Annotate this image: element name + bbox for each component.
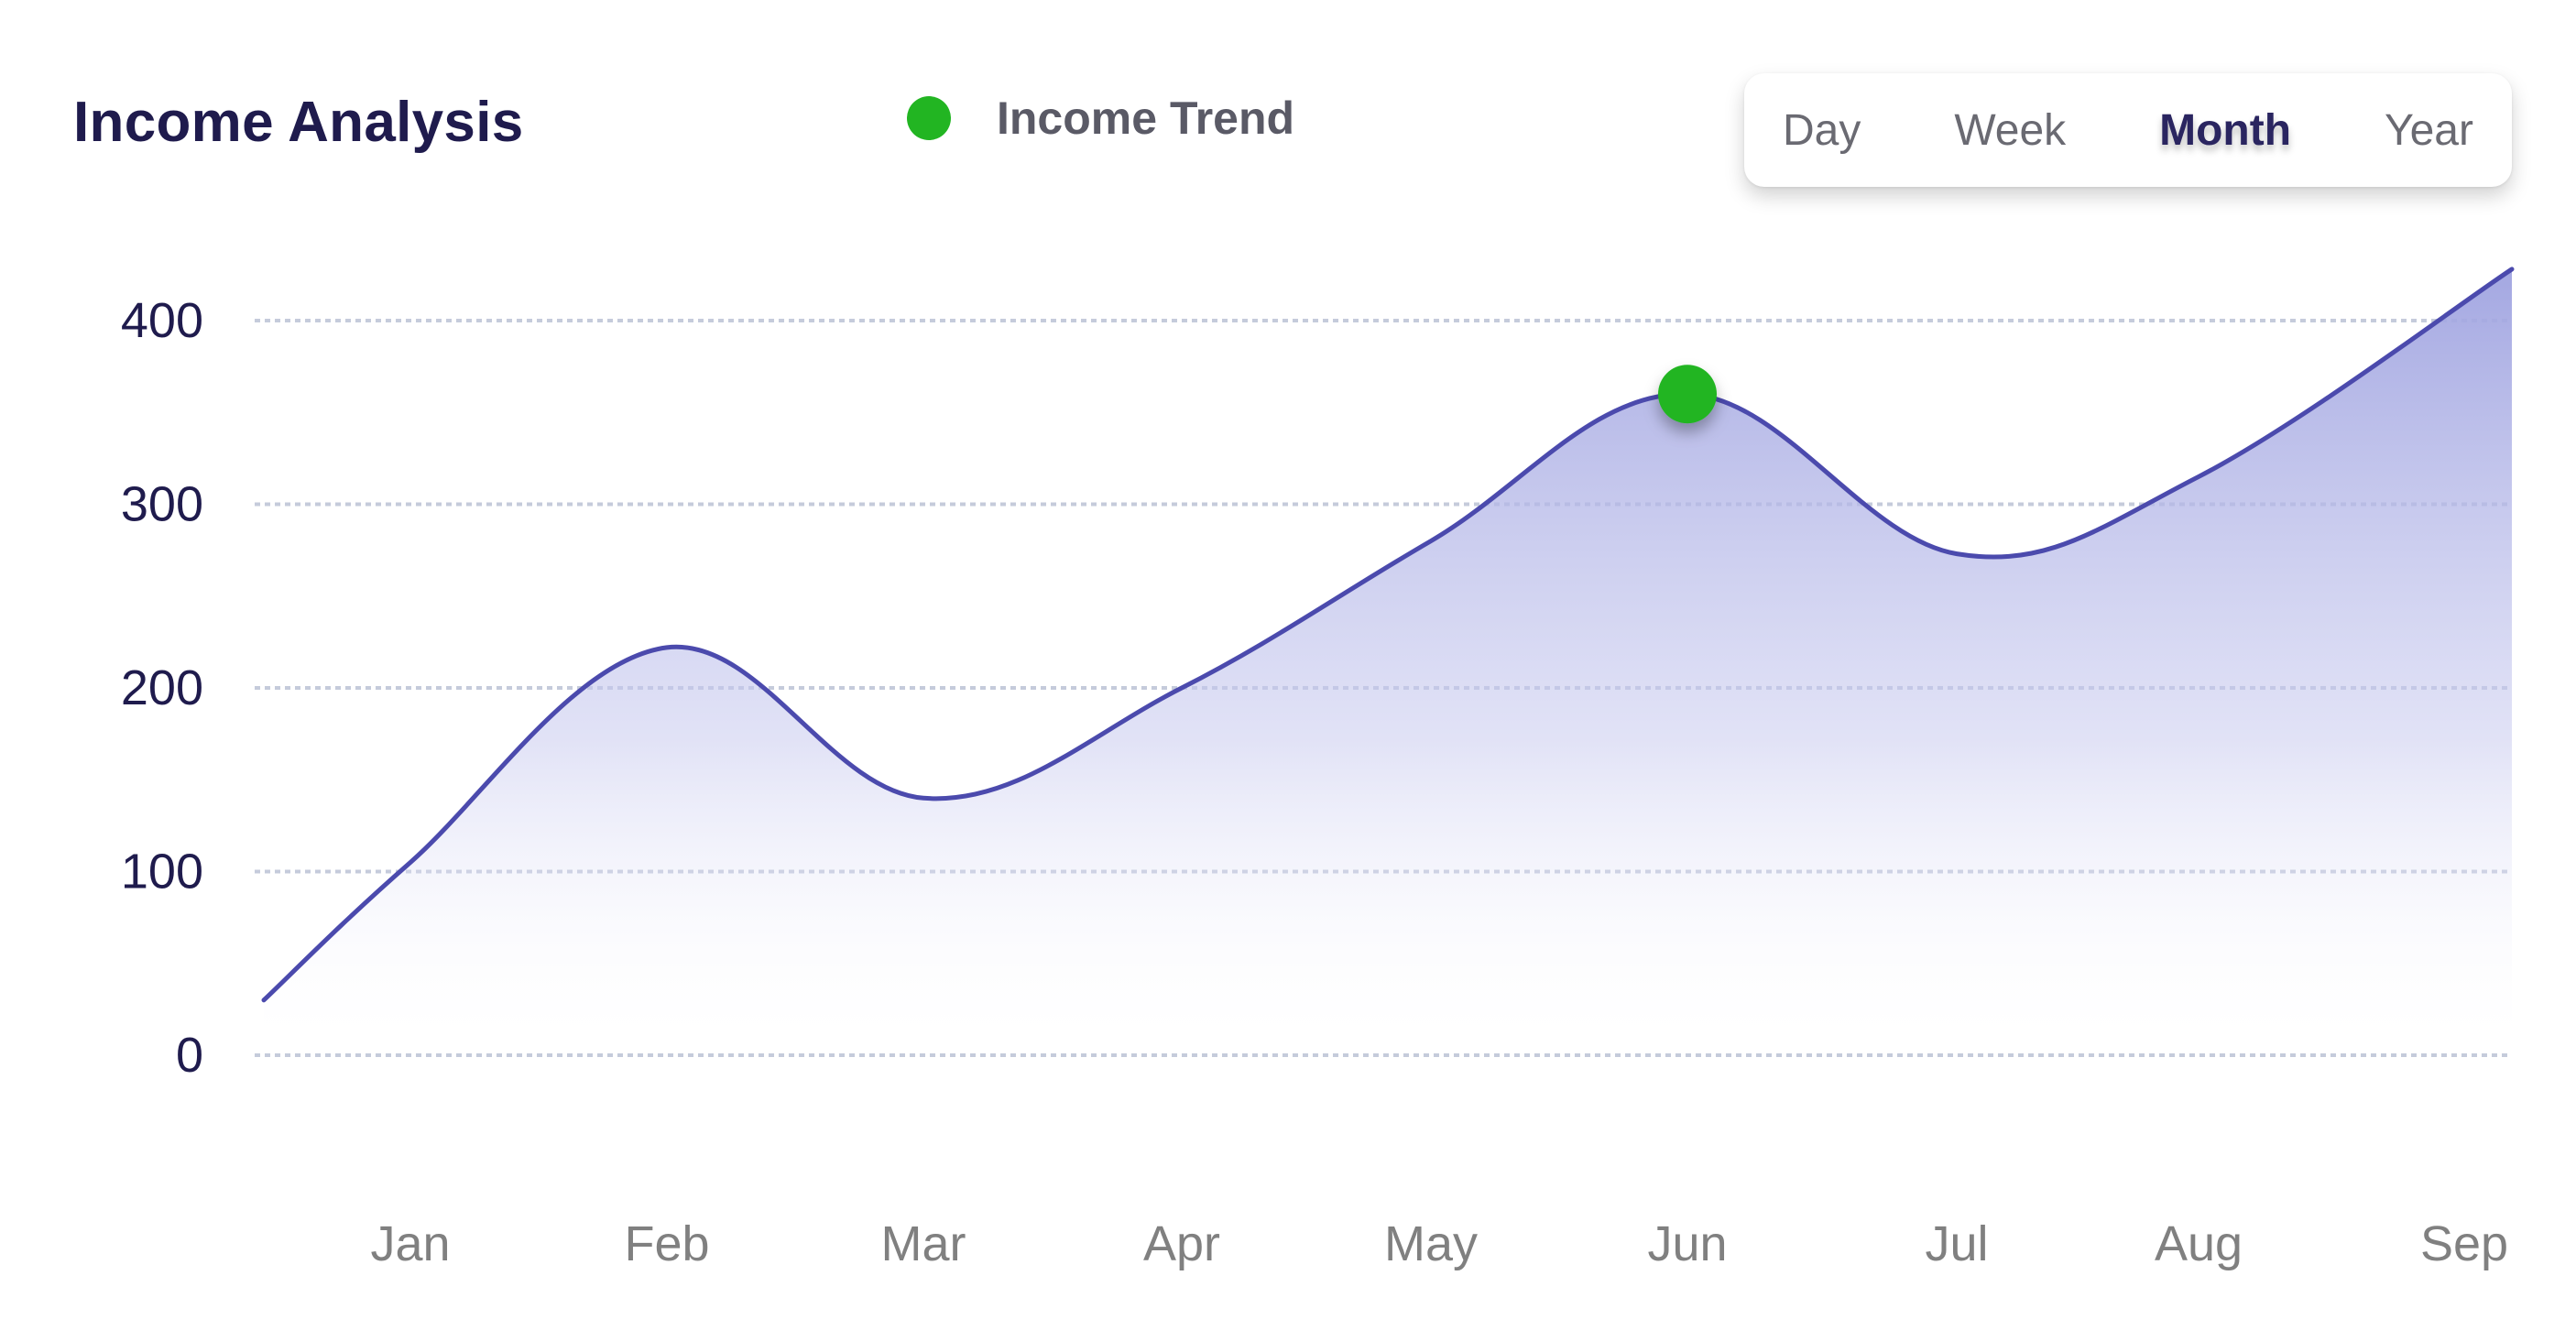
x-tick-label: Sep [2420,1216,2508,1271]
x-tick-label: Apr [1143,1216,1220,1271]
x-tick-label: Jan [370,1216,450,1271]
x-tick-label: Jun [1647,1216,1727,1271]
legend-marker-icon [907,96,951,140]
tab-week[interactable]: Week [1954,105,2067,155]
tab-year[interactable]: Year [2384,105,2473,155]
x-tick-label: Mar [881,1216,966,1271]
legend: Income Trend [907,92,1294,145]
area-fill [264,268,2512,1055]
y-tick-label: 100 [121,845,203,899]
y-tick-label: 400 [121,293,203,348]
x-tick-label: Feb [624,1216,709,1271]
y-tick-label: 0 [176,1028,203,1083]
y-tick-label: 300 [121,477,203,532]
data-points [1658,365,1717,424]
chart-title: Income Analysis [73,91,524,154]
legend-label: Income Trend [997,93,1295,144]
series-line [261,267,2515,1003]
tab-day[interactable]: Day [1783,105,1861,155]
y-axis-ticks: 0 100 200 300 400 [121,293,203,1083]
highlight-point[interactable] [1658,365,1717,424]
x-tick-label: May [1384,1216,1478,1271]
tab-month[interactable]: Month [2159,105,2292,155]
x-tick-label: Jul [1925,1216,1988,1271]
period-selector: Day Week Month Year [1744,73,2512,187]
x-tick-label: Aug [2155,1216,2243,1271]
x-axis-ticks: Jan Feb Mar Apr May Jun Jul Aug Sep [370,1216,2508,1271]
y-tick-label: 200 [121,660,203,715]
